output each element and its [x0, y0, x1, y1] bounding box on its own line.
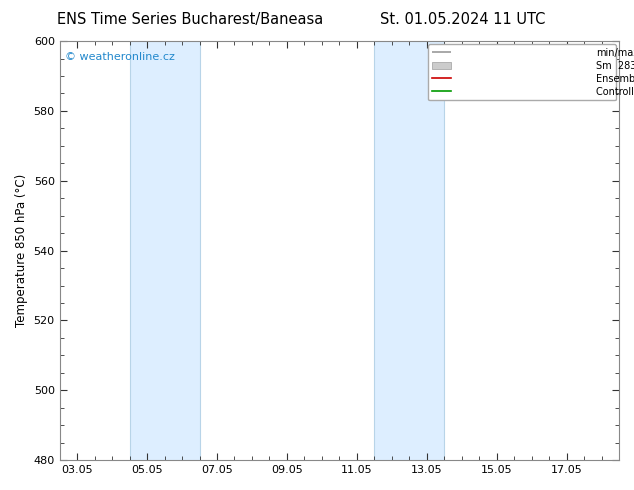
Text: St. 01.05.2024 11 UTC: St. 01.05.2024 11 UTC — [380, 12, 545, 27]
Bar — [374, 41, 444, 460]
Text: ENS Time Series Bucharest/Baneasa: ENS Time Series Bucharest/Baneasa — [57, 12, 323, 27]
Legend: min/max, Sm  283;rodatn acute; odchylka, Ensemble mean run, Controll run: min/max, Sm 283;rodatn acute; odchylka, … — [428, 44, 616, 100]
Text: © weatheronline.cz: © weatheronline.cz — [65, 51, 175, 62]
Bar — [129, 41, 200, 460]
Y-axis label: Temperature 850 hPa (°C): Temperature 850 hPa (°C) — [15, 174, 28, 327]
